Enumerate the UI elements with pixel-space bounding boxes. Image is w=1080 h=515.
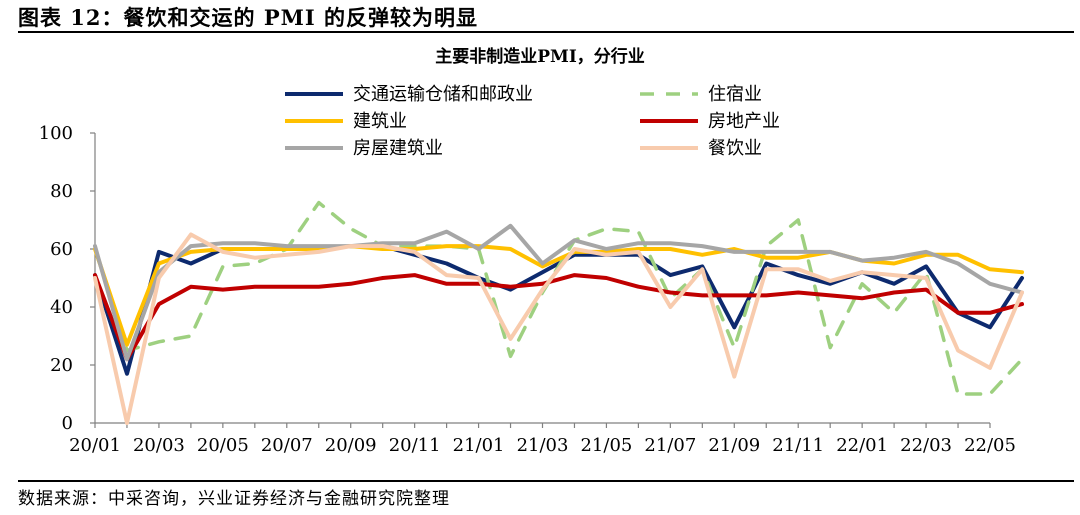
legend-label-4: 房地产业: [708, 111, 780, 132]
x-tick-label: 21/09: [708, 435, 760, 456]
x-tick-label: 20/11: [389, 435, 441, 456]
y-tick-label: 40: [50, 297, 73, 318]
y-tick-label: 0: [62, 413, 73, 434]
x-tick-label: 22/03: [900, 435, 952, 456]
x-tick-label: 21/11: [772, 435, 824, 456]
y-tick-label: 20: [50, 355, 73, 376]
x-tick-label: 20/03: [133, 435, 185, 456]
x-tick-label: 22/05: [964, 435, 1016, 456]
x-tick-label: 21/07: [644, 435, 696, 456]
x-tick-label: 20/07: [261, 435, 313, 456]
y-tick-label: 60: [50, 239, 73, 260]
x-tick-label: 21/03: [517, 435, 569, 456]
x-tick-label: 21/05: [580, 435, 632, 456]
y-tick-label: 80: [50, 181, 73, 202]
x-tick-label: 22/01: [836, 435, 888, 456]
legend-label-2: 住宿业: [708, 84, 762, 105]
x-tick-label: 20/05: [197, 435, 249, 456]
x-tick-label: 21/01: [453, 435, 505, 456]
caption-rule: [18, 31, 1074, 33]
legend-label-3: 建筑业: [353, 111, 407, 132]
legend-label-5: 房屋建筑业: [353, 138, 443, 159]
x-tick-label: 20/01: [69, 435, 121, 456]
x-tick-label: 20/09: [325, 435, 377, 456]
legend-label-6: 餐饮业: [708, 138, 762, 159]
series-line-6: [93, 232, 1024, 425]
figure-caption: 图表 12：餐饮和交运的 PMI 的反弹较为明显: [18, 5, 479, 30]
y-tick-label: 100: [39, 123, 73, 144]
series-line-4: [93, 273, 1024, 362]
chart-title: 主要非制造业PMI，分行业: [435, 46, 645, 67]
series-lines: [93, 200, 1024, 425]
series-line-5: [93, 223, 1024, 362]
axes: 0 20 40 60 80 100 20/01 20/03 20/05 20/07 20/09 20/…: [39, 123, 1016, 456]
source-note: 数据来源：中采咨询，兴业证券经济与金融研究院整理: [18, 489, 450, 509]
series-line-2: [93, 200, 1024, 396]
source-rule: [18, 480, 1074, 482]
legend-label-1: 交通运输仓储和邮政业: [353, 84, 533, 105]
